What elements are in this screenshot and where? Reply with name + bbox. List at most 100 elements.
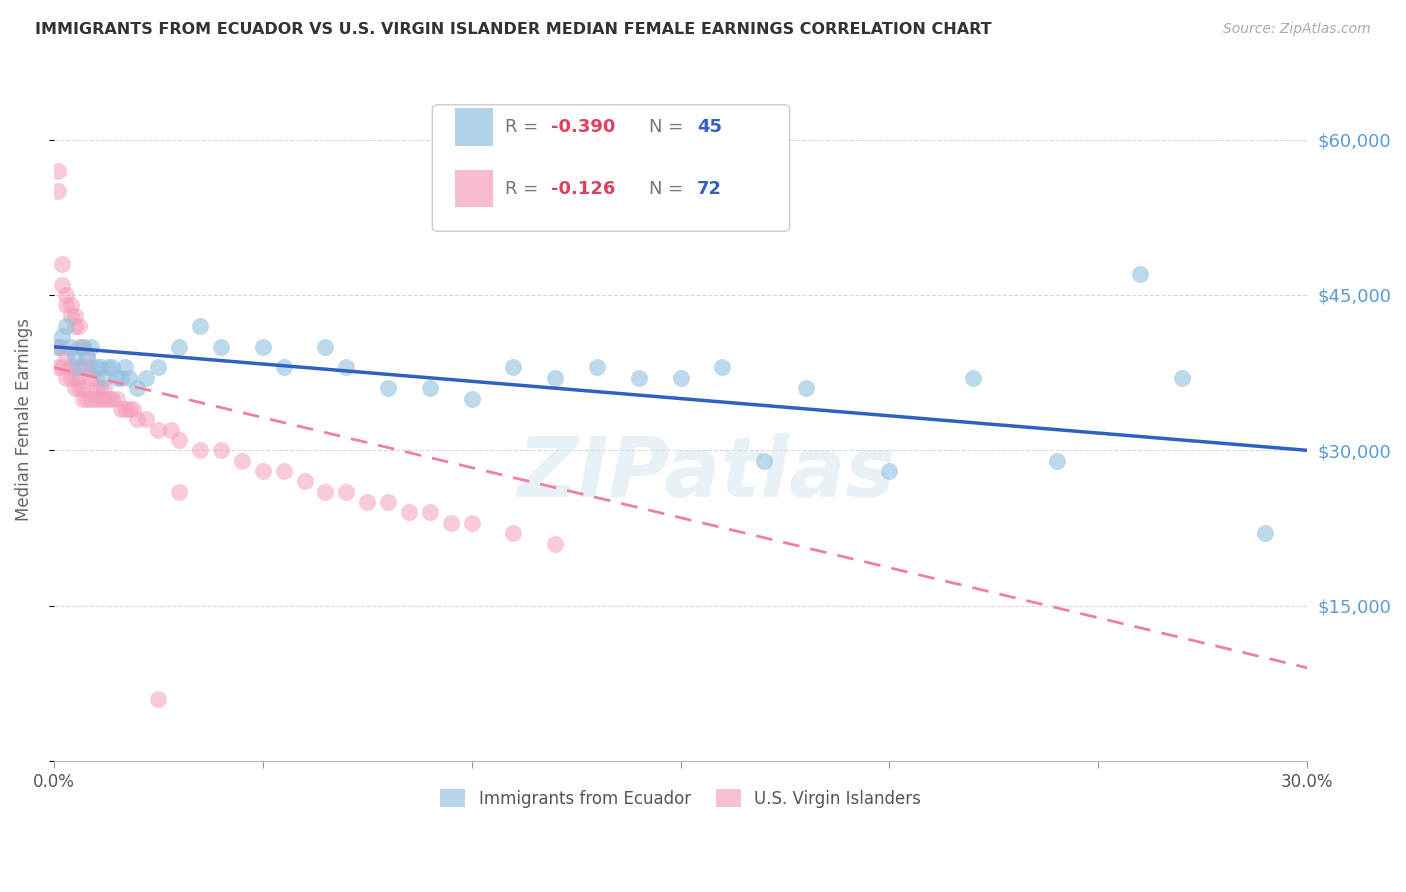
Point — [93, 381, 115, 395]
Point — [1045, 453, 1067, 467]
Point — [711, 360, 734, 375]
Point — [89, 392, 111, 406]
Point — [59, 309, 82, 323]
Text: ZIPatlas: ZIPatlas — [516, 434, 894, 515]
Point — [97, 392, 120, 406]
Point — [627, 371, 650, 385]
Point — [55, 350, 77, 364]
Point — [794, 381, 817, 395]
Point — [76, 350, 98, 364]
Point — [72, 340, 94, 354]
Point — [84, 371, 107, 385]
Point — [135, 412, 157, 426]
Point — [89, 360, 111, 375]
Point — [114, 360, 136, 375]
Point — [46, 360, 69, 375]
Point — [440, 516, 463, 530]
Text: 72: 72 — [697, 180, 721, 198]
Point — [51, 340, 73, 354]
Point — [1171, 371, 1194, 385]
Point — [460, 516, 482, 530]
Point — [962, 371, 984, 385]
Point — [55, 319, 77, 334]
Point — [76, 392, 98, 406]
Point — [419, 381, 441, 395]
Point — [46, 340, 69, 354]
Point — [127, 381, 149, 395]
Point — [148, 360, 170, 375]
Point — [63, 381, 86, 395]
Point — [72, 392, 94, 406]
Point — [67, 371, 90, 385]
Point — [72, 360, 94, 375]
Point — [159, 423, 181, 437]
Point — [80, 392, 103, 406]
Point — [188, 319, 211, 334]
Point — [252, 340, 274, 354]
Point — [148, 692, 170, 706]
Point — [101, 360, 124, 375]
Point — [51, 329, 73, 343]
Point — [209, 340, 232, 354]
Point — [335, 360, 357, 375]
Point — [252, 464, 274, 478]
Point — [63, 319, 86, 334]
Text: R =: R = — [505, 119, 544, 136]
Point — [167, 433, 190, 447]
Point — [752, 453, 775, 467]
Text: 45: 45 — [697, 119, 721, 136]
Point — [93, 392, 115, 406]
Point — [273, 464, 295, 478]
Text: -0.390: -0.390 — [551, 119, 616, 136]
Point — [502, 526, 524, 541]
Point — [105, 371, 128, 385]
Text: -0.126: -0.126 — [551, 180, 616, 198]
Point — [122, 401, 145, 416]
Point — [55, 371, 77, 385]
Point — [80, 360, 103, 375]
Point — [114, 401, 136, 416]
Point — [67, 319, 90, 334]
Point — [1129, 267, 1152, 281]
Point — [63, 350, 86, 364]
Point — [72, 381, 94, 395]
Point — [110, 371, 132, 385]
Point — [167, 484, 190, 499]
Point — [188, 443, 211, 458]
Point — [51, 277, 73, 292]
Point — [1254, 526, 1277, 541]
Point — [59, 371, 82, 385]
Bar — [456, 169, 492, 207]
Point — [314, 340, 336, 354]
Point — [55, 298, 77, 312]
Point — [80, 340, 103, 354]
Point — [879, 464, 901, 478]
Point — [63, 371, 86, 385]
Point — [335, 484, 357, 499]
Point — [273, 360, 295, 375]
Point — [118, 371, 141, 385]
Point — [127, 412, 149, 426]
Text: N =: N = — [650, 180, 689, 198]
Point — [63, 309, 86, 323]
Point — [72, 340, 94, 354]
Point — [51, 360, 73, 375]
Point — [51, 257, 73, 271]
Point — [97, 360, 120, 375]
Point — [76, 360, 98, 375]
Point — [105, 392, 128, 406]
Point — [80, 371, 103, 385]
Point — [84, 381, 107, 395]
Point — [55, 288, 77, 302]
Point — [67, 360, 90, 375]
Point — [59, 360, 82, 375]
Point — [669, 371, 692, 385]
FancyBboxPatch shape — [433, 104, 790, 231]
Point — [101, 392, 124, 406]
Point — [314, 484, 336, 499]
Bar — [456, 108, 492, 145]
Y-axis label: Median Female Earnings: Median Female Earnings — [15, 318, 32, 521]
Point — [89, 381, 111, 395]
Point — [76, 350, 98, 364]
Point — [135, 371, 157, 385]
